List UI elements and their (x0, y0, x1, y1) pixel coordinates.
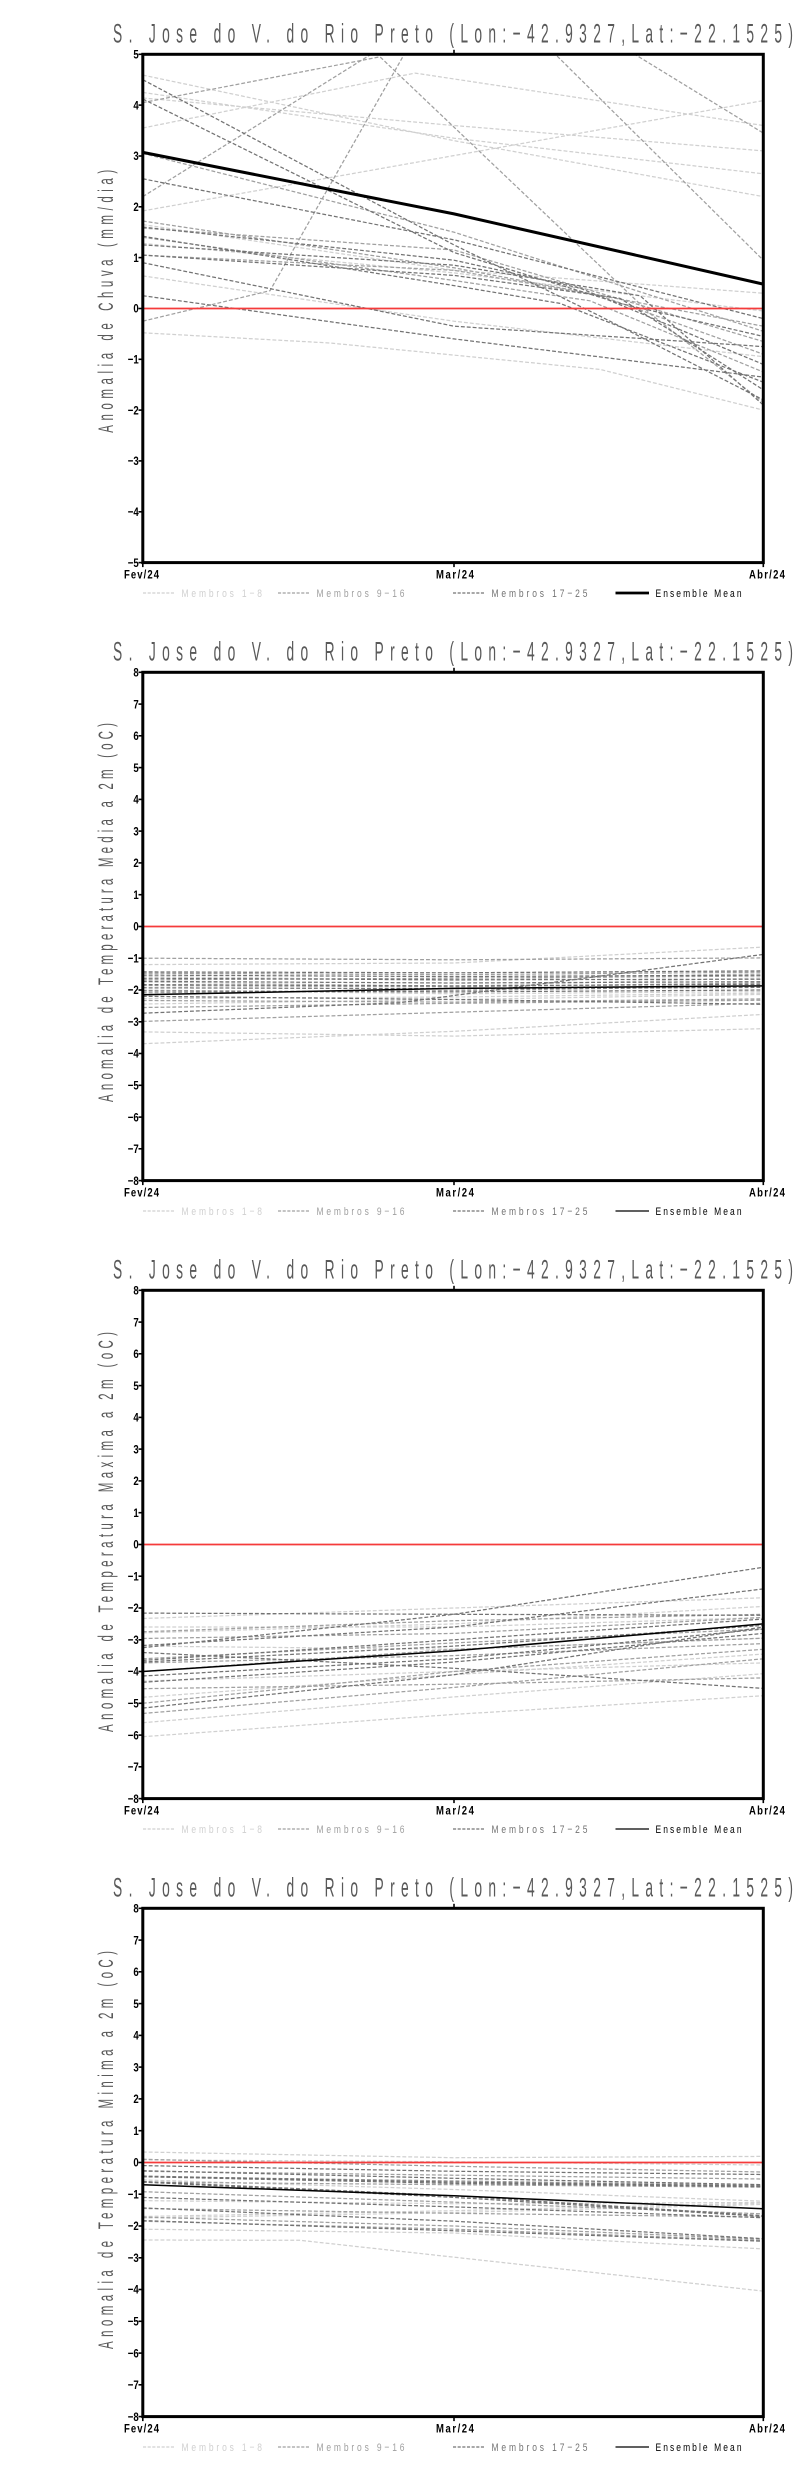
svg-text:−2: −2 (128, 984, 139, 997)
svg-text:0: 0 (133, 1539, 138, 1552)
svg-text:2: 2 (133, 1475, 138, 1488)
svg-text:0: 0 (133, 303, 138, 316)
svg-text:−2: −2 (128, 2220, 139, 2233)
svg-text:−6: −6 (128, 1111, 139, 1124)
svg-text:3: 3 (133, 1443, 138, 1456)
svg-text:Fev/24: Fev/24 (124, 569, 160, 582)
svg-text:Membros 9−16: Membros 9−16 (317, 1824, 405, 1836)
svg-text:Abr/24: Abr/24 (749, 1805, 786, 1818)
svg-text:−5: −5 (128, 557, 139, 570)
svg-text:Abr/24: Abr/24 (749, 1187, 786, 1200)
svg-text:2: 2 (133, 857, 138, 870)
svg-text:−6: −6 (128, 2347, 139, 2360)
svg-text:6: 6 (133, 730, 138, 743)
svg-text:Membros 17−25: Membros 17−25 (491, 1206, 587, 1218)
svg-text:Mar/24: Mar/24 (436, 1187, 475, 1200)
svg-text:5: 5 (133, 762, 138, 775)
svg-text:Membros 1−8: Membros 1−8 (182, 1824, 263, 1836)
svg-text:S. Jose do V. do Rio Preto (Lo: S. Jose do V. do Rio Preto (Lon:−42.9327… (113, 20, 793, 49)
svg-text:Membros 17−25: Membros 17−25 (491, 2442, 587, 2454)
svg-text:−7: −7 (128, 1761, 139, 1774)
svg-text:Membros 9−16: Membros 9−16 (317, 2442, 405, 2454)
svg-text:7: 7 (133, 698, 138, 711)
svg-text:0: 0 (133, 2157, 138, 2170)
svg-text:1: 1 (133, 2125, 138, 2138)
svg-text:0: 0 (133, 921, 138, 934)
svg-text:−3: −3 (128, 1016, 139, 1029)
svg-text:S. Jose do V. do Rio Preto (Lo: S. Jose do V. do Rio Preto (Lon:−42.9327… (113, 638, 793, 667)
svg-text:3: 3 (133, 825, 138, 838)
svg-text:8: 8 (133, 1284, 138, 1297)
svg-text:−1: −1 (128, 2188, 139, 2201)
svg-text:Mar/24: Mar/24 (436, 569, 475, 582)
svg-text:−8: −8 (128, 1175, 139, 1188)
svg-text:5: 5 (133, 1998, 138, 2011)
svg-text:−5: −5 (128, 1697, 139, 1710)
svg-text:Membros 1−8: Membros 1−8 (182, 1206, 263, 1218)
svg-text:Anomalia de Chuva (mm/dia): Anomalia de Chuva (mm/dia) (95, 170, 119, 433)
svg-text:−1: −1 (128, 353, 139, 366)
svg-text:4: 4 (133, 99, 139, 112)
svg-text:2: 2 (133, 2093, 138, 2106)
svg-text:Membros 17−25: Membros 17−25 (491, 588, 587, 600)
svg-text:6: 6 (133, 1966, 138, 1979)
svg-text:Fev/24: Fev/24 (124, 1805, 160, 1818)
svg-text:−1: −1 (128, 1570, 139, 1583)
svg-text:4: 4 (133, 1412, 139, 1425)
svg-text:Membros 9−16: Membros 9−16 (317, 588, 405, 600)
svg-text:Anomalia de Temperatura Minima: Anomalia de Temperatura Minima a 2m (oC) (95, 1951, 119, 2349)
svg-text:Ensemble Mean: Ensemble Mean (656, 588, 742, 600)
svg-text:−5: −5 (128, 2315, 139, 2328)
svg-text:Anomalia de Temperatura Maxima: Anomalia de Temperatura Maxima a 2m (oC) (95, 1332, 119, 1732)
svg-text:1: 1 (133, 252, 138, 265)
svg-text:−3: −3 (128, 1634, 139, 1647)
svg-text:5: 5 (133, 48, 138, 61)
svg-text:−8: −8 (128, 1793, 139, 1806)
svg-text:Membros 9−16: Membros 9−16 (317, 1206, 405, 1218)
svg-text:Membros 1−8: Membros 1−8 (182, 2442, 263, 2454)
svg-text:Mar/24: Mar/24 (436, 1805, 475, 1818)
svg-text:1: 1 (133, 1507, 138, 1520)
svg-text:1: 1 (133, 889, 138, 902)
svg-text:7: 7 (133, 1316, 138, 1329)
svg-text:−8: −8 (128, 2411, 139, 2424)
svg-text:−2: −2 (128, 1602, 139, 1615)
svg-text:Fev/24: Fev/24 (124, 2423, 160, 2436)
svg-text:Anomalia de Temperatura Media: Anomalia de Temperatura Media a 2m (oC) (95, 723, 119, 1102)
svg-text:−4: −4 (128, 1048, 140, 1061)
svg-text:−6: −6 (128, 1729, 139, 1742)
svg-text:−4: −4 (128, 506, 140, 519)
svg-text:4: 4 (133, 2030, 139, 2043)
svg-text:−4: −4 (128, 2284, 140, 2297)
svg-text:−5: −5 (128, 1079, 139, 1092)
svg-text:S. Jose do V. do Rio Preto (Lo: S. Jose do V. do Rio Preto (Lon:−42.9327… (113, 1874, 793, 1903)
svg-text:S. Jose do V. do Rio Preto (Lo: S. Jose do V. do Rio Preto (Lon:−42.9327… (113, 1256, 793, 1285)
svg-text:−7: −7 (128, 2379, 139, 2392)
svg-text:Ensemble Mean: Ensemble Mean (656, 2442, 742, 2454)
svg-text:−1: −1 (128, 952, 139, 965)
svg-text:2: 2 (133, 201, 138, 214)
svg-text:Membros 17−25: Membros 17−25 (491, 1824, 587, 1836)
svg-text:−7: −7 (128, 1143, 139, 1156)
svg-text:8: 8 (133, 666, 138, 679)
svg-text:Ensemble Mean: Ensemble Mean (656, 1824, 742, 1836)
svg-text:7: 7 (133, 1934, 138, 1947)
svg-text:Fev/24: Fev/24 (124, 1187, 160, 1200)
svg-text:Membros 1−8: Membros 1−8 (182, 588, 263, 600)
svg-text:−2: −2 (128, 404, 139, 417)
svg-text:6: 6 (133, 1348, 138, 1361)
svg-text:4: 4 (133, 794, 139, 807)
svg-text:Ensemble Mean: Ensemble Mean (656, 1206, 742, 1218)
svg-text:5: 5 (133, 1380, 138, 1393)
svg-text:8: 8 (133, 1902, 138, 1915)
svg-text:−3: −3 (128, 2252, 139, 2265)
svg-text:Abr/24: Abr/24 (749, 2423, 786, 2436)
svg-text:Mar/24: Mar/24 (436, 2423, 475, 2436)
svg-text:3: 3 (133, 150, 138, 163)
svg-text:−4: −4 (128, 1666, 140, 1679)
svg-text:Abr/24: Abr/24 (749, 569, 786, 582)
svg-text:3: 3 (133, 2061, 138, 2074)
svg-text:−3: −3 (128, 455, 139, 468)
